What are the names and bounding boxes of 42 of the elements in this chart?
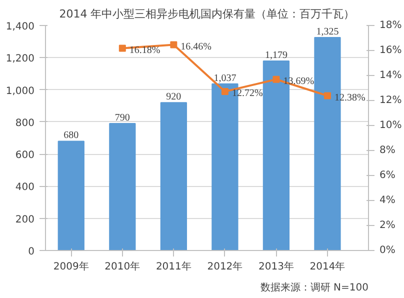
y-tick-label: 200 [15,214,35,226]
point [324,92,331,100]
point [170,41,178,48]
x-tick-label: 2009年 [53,260,89,272]
y-tick-label: 1,400 [6,22,35,32]
data-label: 1,179 [264,50,288,62]
x-tick-label: 2013年 [258,260,294,272]
bar [58,140,84,250]
y2-tick-label: 6% [380,170,396,181]
bar [109,123,136,250]
point [221,88,228,95]
y2-tick-label: 8% [380,145,396,156]
data-label: 1,325 [316,26,339,38]
y2-tick-label: 10% [380,120,402,131]
y-tick-label: 600 [15,150,35,162]
x-tick-label: 2012年 [207,260,243,272]
y-tick-label: 1,200 [6,54,35,65]
x-tick-label: 2010年 [104,260,140,272]
y2-tick-label: 12% [380,95,402,106]
source-note: 数据来源：调研 N=100 [260,282,368,294]
y2-tick-label: 0% [380,245,396,256]
y-tick-label: 0 [28,246,35,258]
y2-tick-label: 14% [380,70,402,81]
y-tick-label: 1,000 [6,86,35,97]
chart-title: 2014 年中小型三相异步电机国内保有量（单位：百万千瓦） [59,8,355,20]
data-label: 920 [166,92,182,103]
data-label: 790 [114,112,130,124]
y2-tick-label: 18% [380,20,402,31]
y2-tick-label: 2% [380,220,396,231]
y2-tick-label: 16% [380,45,402,56]
point [118,44,126,52]
y-tick-label: 400 [15,182,35,194]
x-tick-label: 2011年 [156,260,192,272]
y-tick-label: 800 [15,118,35,129]
point [272,76,280,83]
data-label: 16.18% [129,44,160,56]
data-label: 680 [64,130,79,142]
data-label: 16.46% [180,41,212,52]
bar [160,102,187,250]
y2-tick-label: 4% [380,195,396,206]
x-tick-label: 2014年 [310,260,346,272]
data-label: 1,037 [214,72,236,84]
